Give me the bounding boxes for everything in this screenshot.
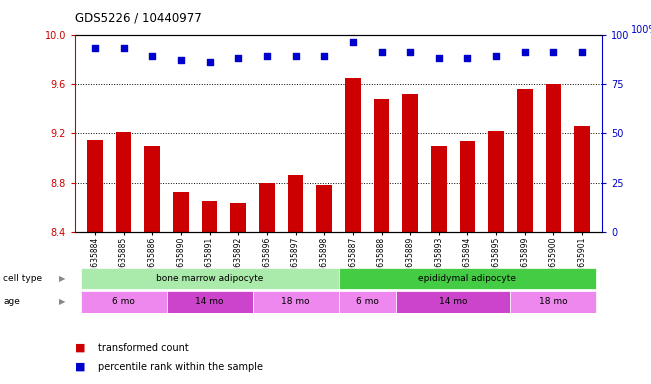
Text: 18 mo: 18 mo [539, 297, 568, 306]
Text: 14 mo: 14 mo [195, 297, 224, 306]
Bar [145, 146, 160, 384]
Point [577, 49, 587, 55]
Point [290, 53, 301, 60]
Bar [81, 268, 339, 290]
Bar [431, 146, 447, 384]
Text: 14 mo: 14 mo [439, 297, 467, 306]
Bar [316, 185, 332, 384]
Point [462, 55, 473, 61]
Text: 6 mo: 6 mo [112, 297, 135, 306]
Bar [253, 291, 339, 313]
Bar [402, 94, 418, 384]
Point [519, 49, 530, 55]
Text: 100%: 100% [631, 25, 651, 35]
Text: 6 mo: 6 mo [355, 297, 379, 306]
Bar [546, 84, 561, 384]
Point [176, 57, 186, 63]
Point [118, 45, 129, 51]
Point [204, 59, 215, 65]
Bar [230, 203, 246, 384]
Point [319, 53, 329, 60]
Point [376, 49, 387, 55]
Bar [87, 140, 103, 384]
Point [405, 49, 415, 55]
Text: ■: ■ [75, 343, 85, 353]
Point [548, 49, 559, 55]
Text: 18 mo: 18 mo [281, 297, 310, 306]
Text: ▶: ▶ [59, 274, 65, 283]
Text: bone marrow adipocyte: bone marrow adipocyte [156, 274, 263, 283]
Bar [167, 291, 253, 313]
Text: percentile rank within the sample: percentile rank within the sample [98, 362, 262, 372]
Bar [81, 291, 167, 313]
Point [262, 53, 272, 60]
Text: ▶: ▶ [59, 297, 65, 306]
Bar [396, 291, 510, 313]
Bar [339, 291, 396, 313]
Bar [510, 291, 596, 313]
Point [90, 45, 100, 51]
Point [233, 55, 243, 61]
Bar [202, 202, 217, 384]
Bar [288, 175, 303, 384]
Text: epididymal adipocyte: epididymal adipocyte [419, 274, 516, 283]
Bar [488, 131, 504, 384]
Bar [339, 268, 596, 290]
Text: age: age [3, 297, 20, 306]
Text: cell type: cell type [3, 274, 42, 283]
Bar [374, 99, 389, 384]
Bar [460, 141, 475, 384]
Bar [259, 183, 275, 384]
Text: ■: ■ [75, 362, 85, 372]
Point [434, 55, 444, 61]
Point [491, 53, 501, 60]
Bar [345, 78, 361, 384]
Text: GDS5226 / 10440977: GDS5226 / 10440977 [75, 12, 202, 25]
Point [348, 40, 358, 46]
Point [147, 53, 158, 60]
Bar [574, 126, 590, 384]
Bar [116, 132, 132, 384]
Bar [173, 192, 189, 384]
Bar [517, 89, 533, 384]
Text: transformed count: transformed count [98, 343, 188, 353]
